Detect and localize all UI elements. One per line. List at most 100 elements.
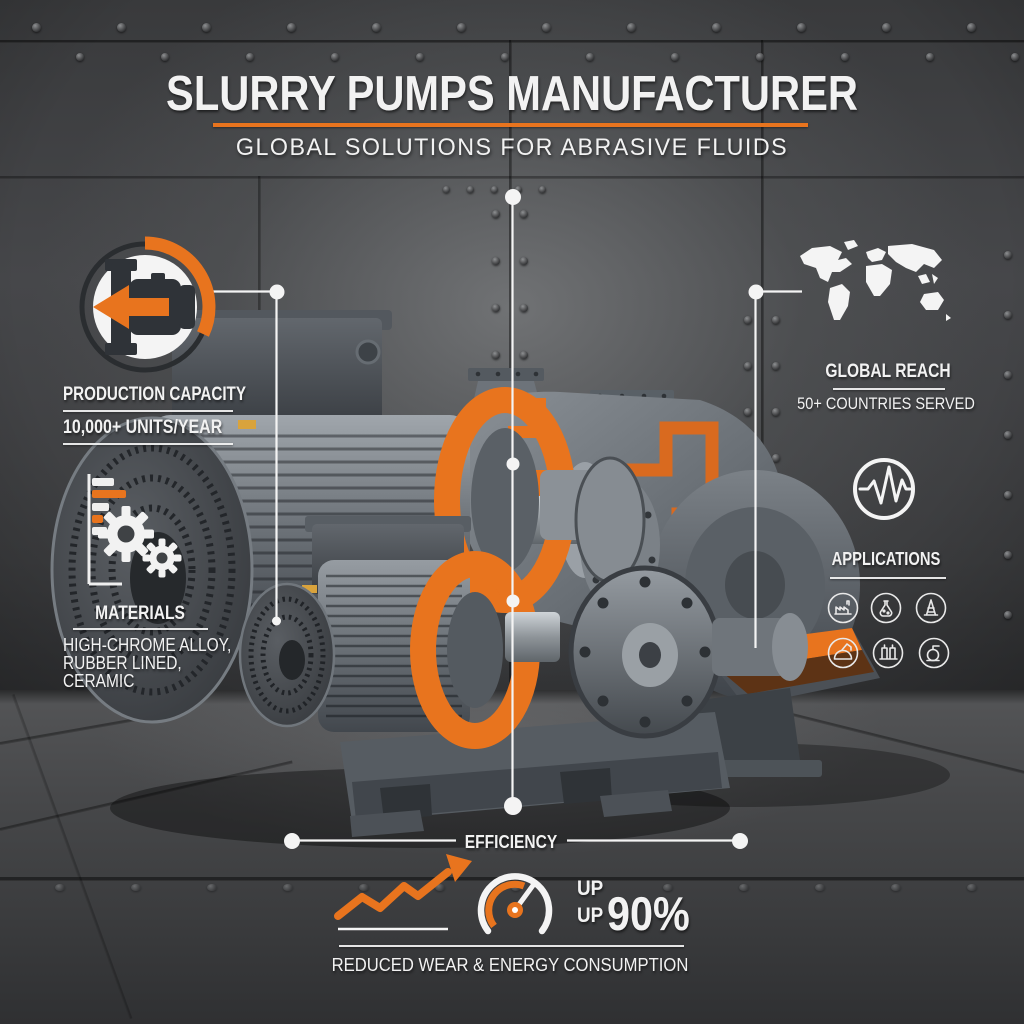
- page-title: SLURRY PUMPS MANUFACTURER: [166, 67, 858, 121]
- connector-center: [504, 189, 522, 815]
- oil-gas-icon: [915, 592, 947, 624]
- materials-line-2: RUBBER LINED,: [63, 653, 182, 673]
- rivet: [772, 408, 780, 416]
- rivet: [841, 53, 849, 61]
- global-reach-underline: [833, 388, 945, 390]
- trend-up-icon: [334, 854, 472, 931]
- bearing-assembly: [540, 456, 646, 584]
- rivet: [456, 22, 466, 32]
- rivet: [744, 408, 752, 416]
- rivet: [815, 883, 825, 891]
- rivet: [796, 22, 806, 32]
- gauge-icon: [477, 873, 553, 935]
- rivet: [283, 883, 293, 891]
- rivet: [881, 22, 891, 32]
- global-reach-value: 50+ COUNTRIES SERVED: [797, 395, 975, 413]
- rivet: [663, 883, 673, 891]
- rivet: [891, 883, 901, 891]
- rivet: [501, 53, 509, 61]
- rivet: [492, 304, 500, 312]
- page-subtitle: GLOBAL SOLUTIONS FOR ABRASIVE FLUIDS: [235, 134, 789, 161]
- rivet: [435, 883, 445, 891]
- rivet: [626, 22, 636, 32]
- production-capacity-label: PRODUCTION CAPACITY: [63, 384, 246, 405]
- rivet: [1004, 431, 1012, 439]
- rivet: [586, 53, 594, 61]
- rivet: [587, 883, 597, 891]
- rivet: [131, 883, 141, 891]
- rivet: [671, 53, 679, 61]
- gear-icon: [142, 538, 182, 578]
- rivet: [416, 53, 424, 61]
- rivet: [520, 257, 528, 265]
- rivet: [331, 53, 339, 61]
- rivet: [490, 185, 498, 193]
- efficiency-up-1: UP: [577, 877, 604, 900]
- rivet: [1011, 53, 1019, 61]
- materials-underline: [73, 628, 208, 630]
- pump-drive-end: [505, 565, 808, 739]
- rivet: [541, 22, 551, 32]
- rivet: [966, 22, 976, 32]
- rivet: [1004, 311, 1012, 319]
- rivet: [76, 53, 84, 61]
- efficiency-label: EFFICIENCY: [464, 831, 558, 852]
- rivet: [1004, 491, 1012, 499]
- pump-icon: [79, 236, 216, 373]
- wall-seam: [0, 40, 1024, 43]
- rivet: [492, 210, 500, 218]
- rivet: [967, 883, 977, 891]
- global-reach-label: GLOBAL REACH: [825, 361, 951, 382]
- rivet: [514, 185, 522, 193]
- production-capacity-value: 10,000+ UNITS/YEAR: [63, 417, 223, 438]
- rivet: [371, 22, 381, 32]
- applications-label: APPLICATIONS: [831, 549, 941, 569]
- rivet: [1004, 611, 1012, 619]
- rivet: [492, 351, 500, 359]
- connector-production: [212, 284, 285, 626]
- application-icons: [827, 592, 950, 669]
- pulse-icon: [853, 458, 915, 520]
- rivet: [201, 22, 211, 32]
- rivet: [520, 304, 528, 312]
- rivet: [286, 22, 296, 32]
- rivet: [161, 53, 169, 61]
- rivet: [744, 362, 752, 370]
- rivet: [520, 351, 528, 359]
- materials-line-1: HIGH-CHROME ALLOY,: [63, 635, 232, 655]
- connector-efficiency: [284, 833, 748, 849]
- wall-seam: [0, 176, 1024, 179]
- world-map-icon: [800, 240, 951, 321]
- rivet: [1004, 551, 1012, 559]
- production-underline-2: [63, 443, 233, 445]
- power-plant-icon: [872, 637, 904, 669]
- rivet: [31, 22, 41, 32]
- rivet: [926, 53, 934, 61]
- mining-icon: [827, 592, 859, 624]
- chemical-processing-icon: [870, 592, 902, 624]
- dredging-icon: [827, 637, 859, 669]
- rivet: [466, 185, 474, 193]
- rivet: [520, 210, 528, 218]
- rivet: [772, 362, 780, 370]
- rivet: [207, 883, 217, 891]
- efficiency-footer: REDUCED WEAR & ENERGY CONSUMPTION: [331, 954, 689, 975]
- rivet: [772, 454, 780, 462]
- rivet: [359, 883, 369, 891]
- connector-global: [748, 284, 802, 648]
- rivet: [538, 185, 546, 193]
- rivet: [55, 883, 65, 891]
- rivet: [1004, 251, 1012, 259]
- rivet: [492, 257, 500, 265]
- materials-line-3: CERAMIC: [63, 671, 135, 691]
- rivet: [744, 316, 752, 324]
- efficiency-divider: [339, 945, 684, 947]
- efficiency-up-2: UP: [577, 904, 604, 927]
- production-underline: [63, 410, 233, 412]
- rivet: [442, 185, 450, 193]
- applications-underline: [830, 577, 946, 579]
- title-underline: [213, 123, 808, 127]
- wall-seam: [761, 40, 764, 690]
- rivet: [116, 22, 126, 32]
- efficiency-value: 90%: [607, 887, 690, 940]
